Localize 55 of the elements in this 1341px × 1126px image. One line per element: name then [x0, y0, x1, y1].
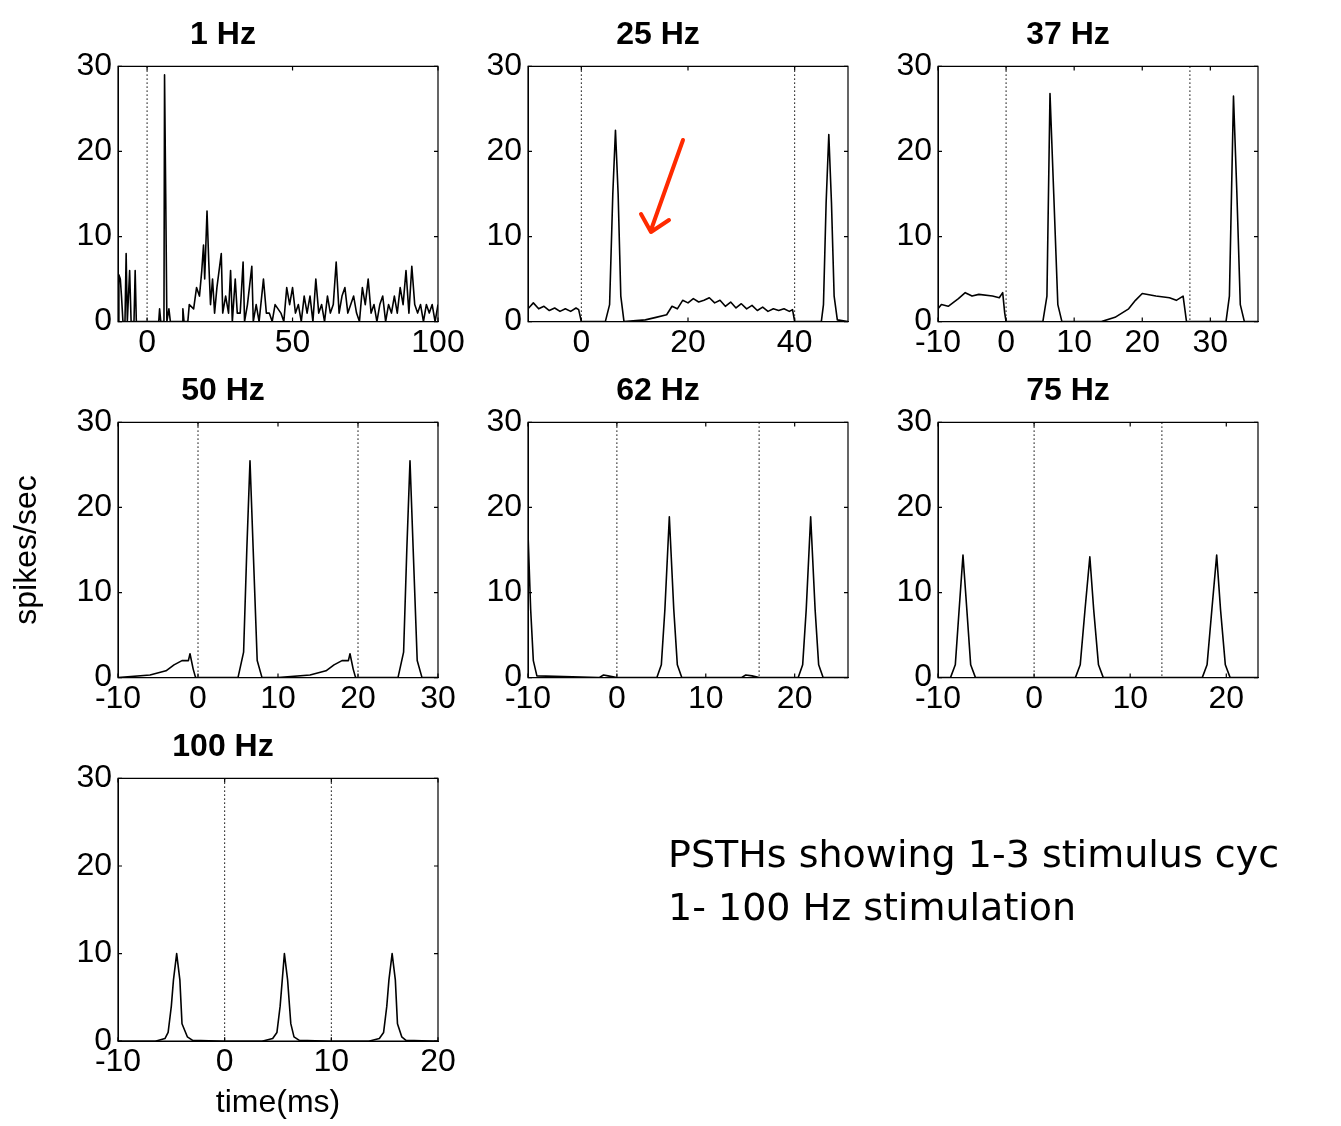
- x-tick-label: 10: [1112, 678, 1148, 715]
- y-axis-title: spikes/sec: [7, 475, 44, 625]
- x-tick-label: 0: [1025, 678, 1043, 715]
- x-tick-label: 20: [340, 678, 376, 715]
- y-tick-label: 20: [76, 487, 112, 524]
- x-tick-label: 0: [997, 322, 1015, 359]
- x-tick-label: 0: [572, 322, 591, 359]
- y-tick-label: 20: [76, 845, 112, 882]
- x-tick-label: 20: [776, 678, 813, 715]
- x-tick-label: 10: [313, 1042, 350, 1079]
- x-tick-label: 0: [138, 322, 156, 359]
- y-tick-label: 10: [896, 572, 932, 609]
- y-tick-label: 20: [896, 487, 932, 524]
- x-tick-label: 10: [687, 678, 724, 715]
- y-tick-label: 10: [486, 216, 522, 253]
- y-tick-label: 30: [76, 758, 112, 795]
- y-tick-label: 30: [896, 46, 932, 83]
- x-tick-label: 30: [420, 678, 456, 715]
- y-tick-label: 30: [76, 402, 112, 439]
- x-tick-label: 50: [274, 322, 311, 359]
- y-tick-label: 10: [76, 572, 112, 609]
- x-tick-label: 20: [420, 1042, 456, 1079]
- y-tick-label: 20: [486, 487, 522, 524]
- x-tick-label: 20: [670, 322, 706, 359]
- y-tick-label: 30: [486, 402, 522, 439]
- x-tick-label: 20: [1124, 322, 1161, 359]
- x-tick-label: 10: [260, 678, 296, 715]
- y-tick-label: 10: [896, 216, 932, 253]
- chart-title: 25 Hz: [616, 15, 700, 52]
- chart-title: 62 Hz: [616, 371, 700, 408]
- x-tick-label: 30: [1192, 322, 1229, 359]
- x-axis-title: time(ms): [215, 1082, 341, 1119]
- y-tick-label: 10: [76, 216, 112, 253]
- x-tick-label: 100: [411, 322, 465, 359]
- chart-title: 100 Hz: [172, 727, 274, 764]
- x-tick-label: 0: [215, 1042, 234, 1079]
- chart-title: 75 Hz: [1026, 371, 1110, 408]
- text: PSTHs showing 1-3 stimulus cyc: [668, 831, 1280, 878]
- text: 1- 100 Hz stimulation: [668, 884, 1078, 932]
- y-tick-label: 30: [896, 402, 932, 439]
- y-tick-label: 10: [76, 933, 112, 970]
- x-tick-label: 0: [189, 678, 207, 715]
- y-tick-label: 10: [486, 572, 522, 609]
- chart-title: 50 Hz: [181, 371, 265, 408]
- x-tick-label: 40: [776, 322, 813, 359]
- y-tick-label: 30: [486, 46, 522, 83]
- y-tick-label: 20: [486, 131, 522, 168]
- chart-title: 37 Hz: [1026, 15, 1110, 52]
- y-tick-label: 20: [76, 131, 112, 168]
- x-tick-label: 20: [1208, 678, 1245, 715]
- x-tick-label: 10: [1056, 322, 1092, 359]
- chart-title: 1 Hz: [190, 15, 256, 52]
- y-tick-label: 30: [76, 46, 112, 83]
- x-tick-label: 0: [607, 678, 626, 715]
- y-tick-label: 20: [896, 131, 932, 168]
